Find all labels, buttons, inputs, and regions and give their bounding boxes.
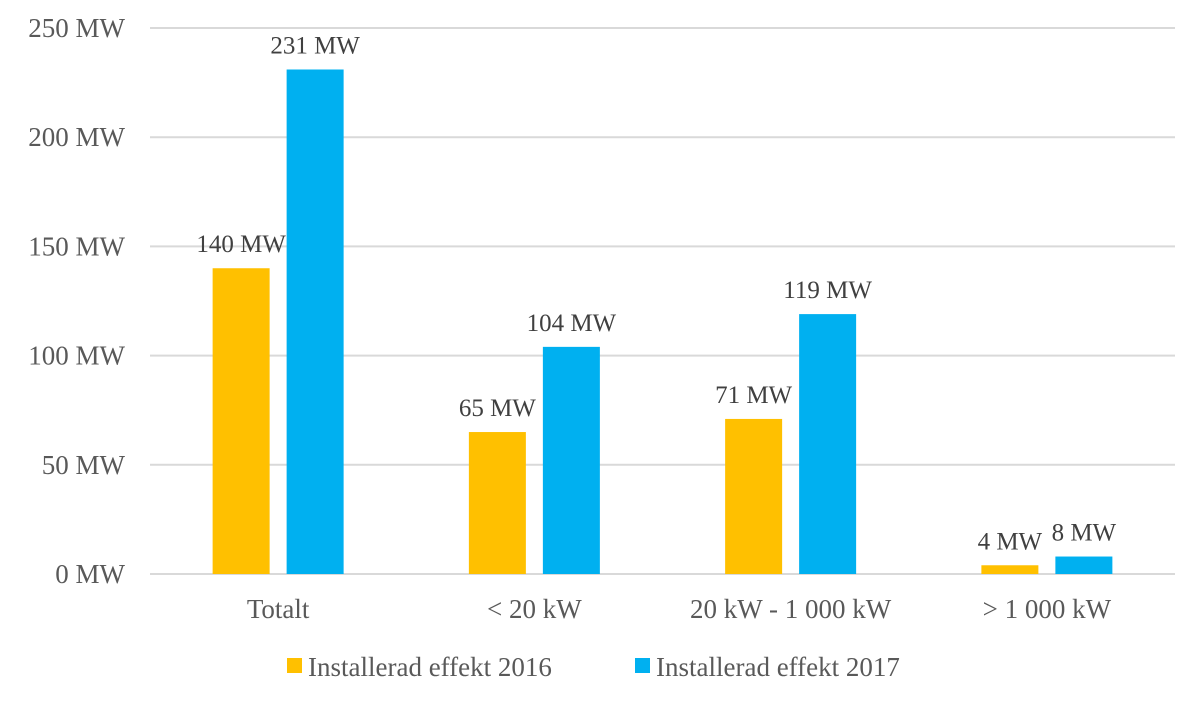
data-label: 140 MW	[196, 231, 286, 258]
bar-2017	[799, 314, 857, 574]
x-tick-label: Totalt	[247, 594, 310, 624]
bar-2017	[286, 69, 344, 574]
bar-2016	[981, 565, 1039, 574]
legend-label: Installerad effekt 2017	[656, 652, 900, 682]
bar-2016	[468, 432, 526, 574]
legend-item: Installerad effekt 2017	[635, 652, 900, 682]
data-labels: 140 MW 231 MW 65 MW 104 MW 71 MW 119 MW 4 MW 8 …	[196, 32, 1116, 555]
bar-2016	[725, 418, 783, 574]
legend-swatch	[287, 658, 302, 673]
data-label: 104 MW	[527, 310, 617, 337]
y-tick-label: 100 MW	[28, 341, 125, 371]
data-label: 65 MW	[459, 395, 536, 422]
y-tick-label: 50 MW	[42, 450, 126, 480]
bar-2017	[542, 346, 600, 574]
x-tick-label: 20 kW - 1 000 kW	[690, 594, 892, 624]
legend-swatch	[635, 658, 650, 673]
bar-2017	[1055, 556, 1113, 574]
data-label: 8 MW	[1052, 520, 1117, 547]
y-tick-label: 250 MW	[28, 13, 125, 43]
x-axis-ticks: Totalt < 20 kW 20 kW - 1 000 kW > 1 000 kW	[247, 594, 1112, 624]
data-label: 119 MW	[783, 277, 872, 304]
data-label: 71 MW	[715, 382, 792, 409]
bar-2016	[212, 268, 270, 574]
x-tick-label: > 1 000 kW	[983, 594, 1112, 624]
y-tick-label: 200 MW	[28, 122, 125, 152]
x-tick-label: < 20 kW	[487, 594, 582, 624]
legend-item: Installerad effekt 2016	[287, 652, 552, 682]
y-tick-label: 0 MW	[55, 559, 125, 589]
legend: Installerad effekt 2016 Installerad effek…	[287, 652, 900, 682]
y-axis-ticks: 0 MW 50 MW 100 MW 150 MW 200 MW 250 MW	[28, 13, 125, 589]
y-tick-label: 150 MW	[28, 231, 125, 261]
data-label: 4 MW	[978, 528, 1043, 555]
data-label: 231 MW	[270, 32, 360, 59]
legend-label: Installerad effekt 2016	[308, 652, 552, 682]
bars	[212, 69, 1113, 574]
